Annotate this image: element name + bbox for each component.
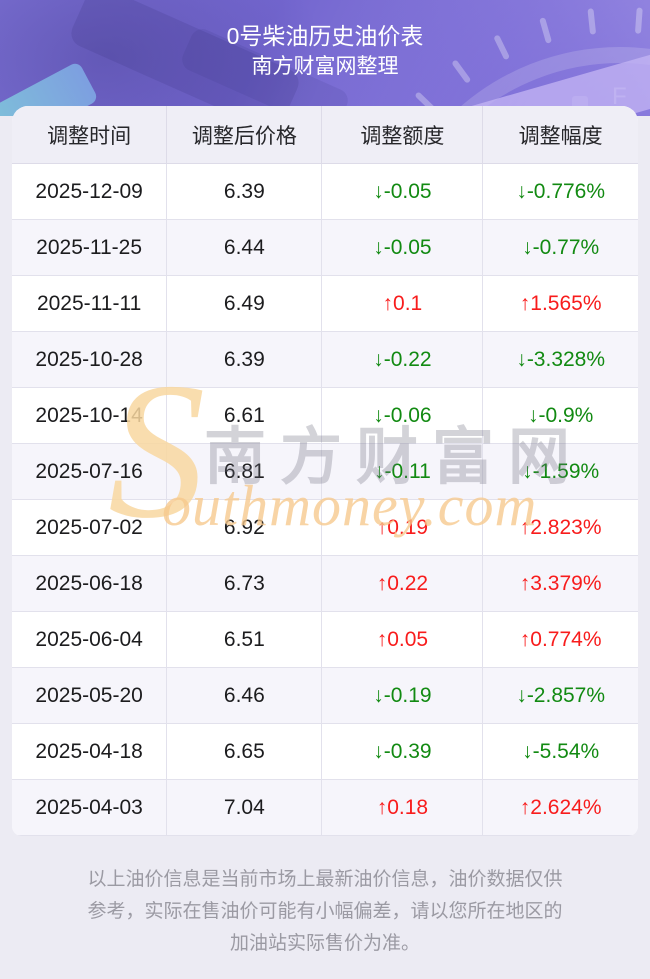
cell-change: ↑0.22 (322, 556, 484, 612)
cell-pct: ↑3.379% (483, 556, 638, 612)
cell-price: 6.73 (167, 556, 323, 612)
cell-date: 2025-10-14 (12, 388, 168, 444)
cell-change: ↑0.18 (322, 780, 484, 836)
column-header: 调整时间 (12, 106, 168, 164)
table-row: 2025-04-03 7.04 ↑0.18 ↑2.624% (12, 780, 638, 836)
cell-pct: ↓-0.77% (483, 220, 638, 276)
table-row: 2025-10-14 6.61 ↓-0.06 ↓-0.9% (12, 388, 638, 444)
cell-pct: ↑1.565% (483, 276, 638, 332)
cell-date: 2025-11-11 (12, 276, 168, 332)
cell-price: 6.39 (167, 164, 323, 220)
cell-change: ↓-0.06 (322, 388, 484, 444)
cell-date: 2025-06-04 (12, 612, 168, 668)
cell-pct: ↑0.774% (483, 612, 638, 668)
cell-change: ↓-0.39 (322, 724, 484, 780)
cell-change: ↓-0.11 (322, 444, 484, 500)
cell-date: 2025-06-18 (12, 556, 168, 612)
cell-date: 2025-04-03 (12, 780, 168, 836)
cell-change: ↑0.05 (322, 612, 484, 668)
cell-price: 6.81 (167, 444, 323, 500)
cell-price: 6.65 (167, 724, 323, 780)
cell-price: 6.44 (167, 220, 323, 276)
table-row: 2025-11-25 6.44 ↓-0.05 ↓-0.77% (12, 220, 638, 276)
table-row: 2025-11-11 6.49 ↑0.1 ↑1.565% (12, 276, 638, 332)
page-subtitle: 南方财富网整理 (251, 55, 399, 78)
table-row: 2025-04-18 6.65 ↓-0.39 ↓-5.54% (12, 724, 638, 780)
disclaimer-text: 以上油价信息是当前市场上最新油价信息，油价数据仅供参考，实际在售油价可能有小幅偏… (87, 869, 563, 954)
cell-pct: ↓-0.9% (483, 388, 638, 444)
cell-change: ↑0.19 (322, 500, 484, 556)
cell-pct: ↓-0.776% (483, 164, 638, 220)
table-row: 2025-10-28 6.39 ↓-0.22 ↓-3.328% (12, 332, 638, 388)
cell-price: 6.51 (167, 612, 323, 668)
table-row: 2025-07-02 6.92 ↑0.19 ↑2.823% (12, 500, 638, 556)
cell-price: 6.46 (167, 668, 323, 724)
cell-pct: ↓-3.328% (483, 332, 638, 388)
column-header: 调整后价格 (167, 106, 323, 164)
cell-price: 7.04 (167, 780, 323, 836)
cell-date: 2025-07-16 (12, 444, 168, 500)
cell-date: 2025-10-28 (12, 332, 168, 388)
disclaimer: 以上油价信息是当前市场上最新油价信息，油价数据仅供参考，实际在售油价可能有小幅偏… (0, 836, 650, 960)
cell-date: 2025-05-20 (12, 668, 168, 724)
cell-change: ↑0.1 (322, 276, 484, 332)
table-row: 2025-06-04 6.51 ↑0.05 ↑0.774% (12, 612, 638, 668)
cell-change: ↓-0.22 (322, 332, 484, 388)
cell-price: 6.92 (167, 500, 323, 556)
cell-pct: ↑2.624% (483, 780, 638, 836)
table-header-row: 调整时间 调整后价格 调整额度 调整幅度 (12, 106, 638, 164)
hero-banner: F 0号柴油历史油价表 南方财富网整理 (0, 0, 650, 116)
price-table-body: 2025-12-09 6.39 ↓-0.05 ↓-0.776% 2025-11-… (12, 164, 638, 836)
cell-date: 2025-07-02 (12, 500, 168, 556)
table-row: 2025-07-16 6.81 ↓-0.11 ↓-1.59% (12, 444, 638, 500)
column-header: 调整幅度 (483, 106, 638, 164)
table-row: 2025-05-20 6.46 ↓-0.19 ↓-2.857% (12, 668, 638, 724)
page-title: 0号柴油历史油价表 (226, 23, 424, 49)
cell-change: ↓-0.19 (322, 668, 484, 724)
price-table: 调整时间 调整后价格 调整额度 调整幅度 2025-12-09 6.39 ↓-0.05… (12, 106, 638, 836)
cell-pct: ↑2.823% (483, 500, 638, 556)
price-table-card: 调整时间 调整后价格 调整额度 调整幅度 2025-12-09 6.39 ↓-0.05… (12, 106, 638, 836)
cell-price: 6.61 (167, 388, 323, 444)
cell-date: 2025-12-09 (12, 164, 168, 220)
cell-change: ↓-0.05 (322, 220, 484, 276)
cell-change: ↓-0.05 (322, 164, 484, 220)
cell-price: 6.39 (167, 332, 323, 388)
cell-pct: ↓-2.857% (483, 668, 638, 724)
cell-date: 2025-11-25 (12, 220, 168, 276)
cell-pct: ↓-1.59% (483, 444, 638, 500)
cell-date: 2025-04-18 (12, 724, 168, 780)
table-row: 2025-06-18 6.73 ↑0.22 ↑3.379% (12, 556, 638, 612)
column-header: 调整额度 (322, 106, 484, 164)
cell-price: 6.49 (167, 276, 323, 332)
cell-pct: ↓-5.54% (483, 724, 638, 780)
table-row: 2025-12-09 6.39 ↓-0.05 ↓-0.776% (12, 164, 638, 220)
